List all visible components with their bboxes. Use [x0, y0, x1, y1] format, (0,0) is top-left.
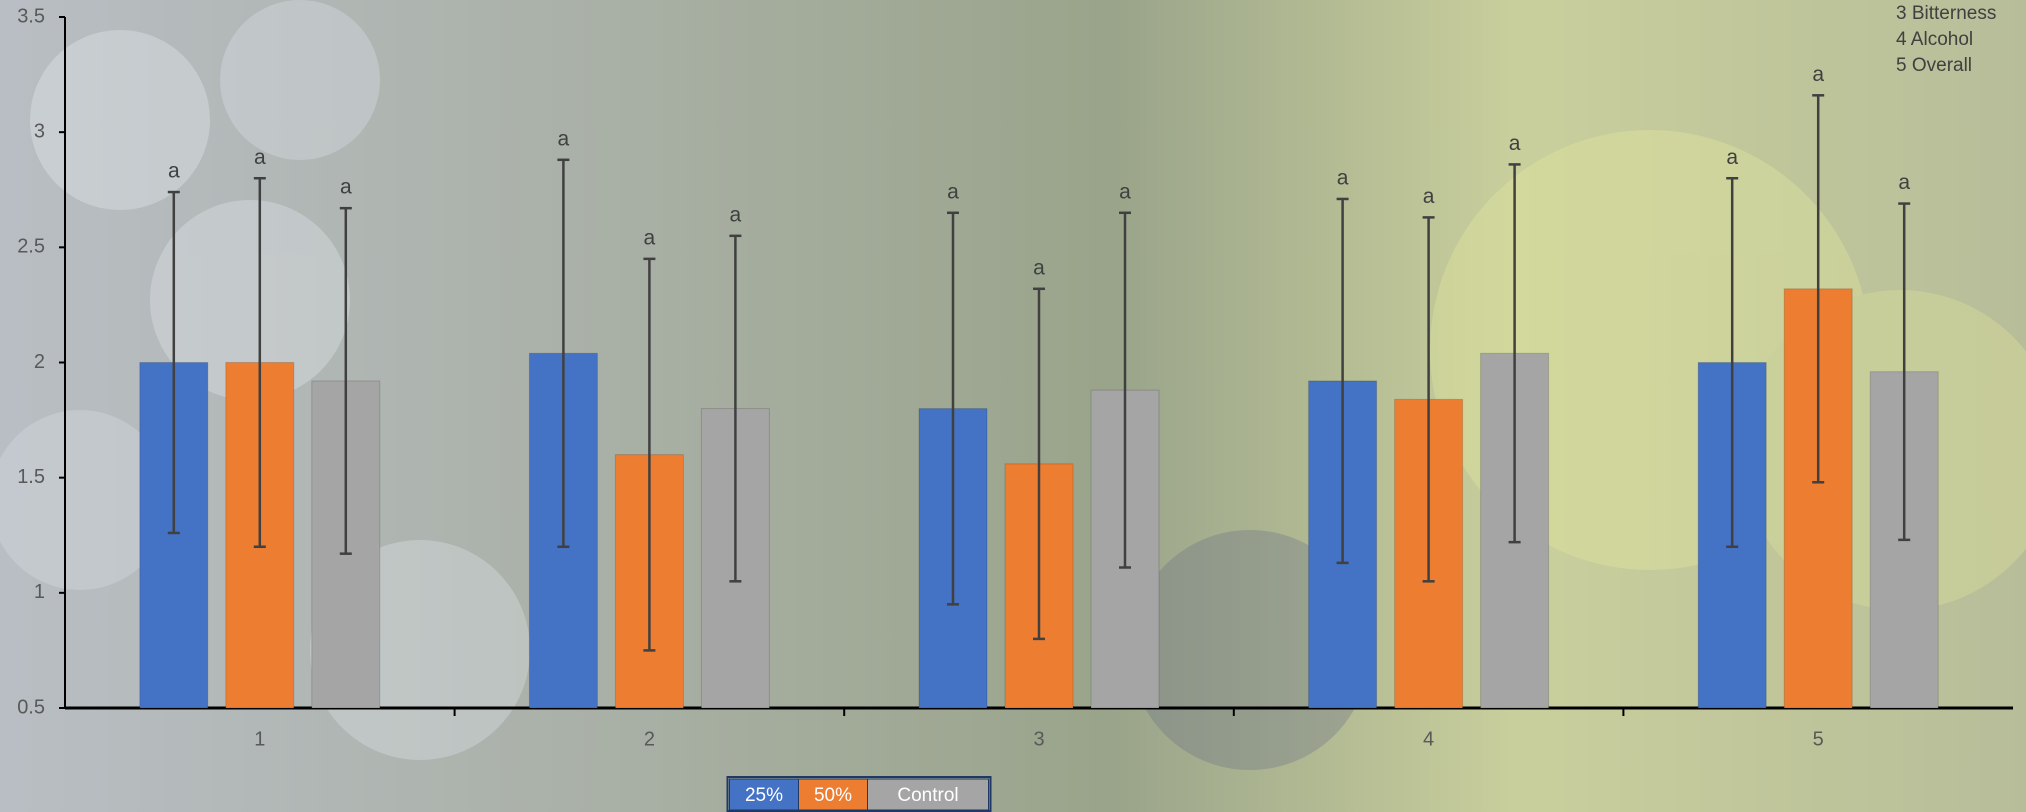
x-tick-label: 2: [644, 728, 655, 750]
annotation: 3 Bitterness: [1896, 3, 1996, 24]
error-bar: [339, 206, 352, 555]
legend-label: 25%: [745, 785, 783, 806]
significance-letter: a: [947, 180, 959, 203]
annotation: 5 Overall: [1896, 55, 1972, 76]
y-tick-label: 3.5: [17, 5, 45, 27]
x-tick-label: 5: [1813, 728, 1824, 750]
error-bar: [1812, 94, 1825, 484]
significance-letter: a: [1119, 180, 1131, 203]
error-bar: [1033, 287, 1045, 641]
error-bar: [1119, 211, 1131, 569]
significance-letter: a: [254, 146, 266, 169]
error-bar: [253, 176, 266, 549]
significance-letter: a: [644, 226, 656, 249]
legend-label: 50%: [814, 785, 852, 806]
significance-letter: a: [730, 203, 742, 226]
significance-letter: a: [1033, 256, 1045, 279]
error-bar: [167, 190, 180, 535]
error-bar: [643, 257, 656, 652]
significance-letter: a: [558, 127, 570, 150]
legend-frame: [726, 776, 992, 812]
error-bar: [1508, 163, 1521, 544]
annotations: 3 Bitterness 4 Alcohol 5 Overall: [1896, 3, 1996, 76]
annotation: 4 Alcohol: [1896, 29, 1973, 50]
legend-swatch: [798, 778, 868, 811]
significance-letter: a: [1509, 132, 1521, 155]
significance-letter: a: [1898, 171, 1910, 194]
significance-letter: a: [1812, 63, 1824, 86]
error-bar: [947, 211, 959, 606]
significance-letter: a: [1726, 146, 1738, 169]
error-bar: [1898, 202, 1911, 542]
y-tick-label: 0.5: [17, 696, 45, 718]
y-tick-label: 3: [34, 120, 45, 142]
error-bar: [557, 158, 570, 549]
significance-letter: a: [168, 160, 180, 183]
significance-letter: a: [1337, 167, 1349, 190]
y-tick-label: 1.5: [17, 466, 45, 488]
y-tick-label: 1: [34, 581, 45, 603]
x-tick-label: 3: [1033, 728, 1044, 750]
legend-label: Control: [897, 785, 958, 806]
legend: 25% 50% Control: [726, 776, 992, 812]
significance-letter: a: [340, 176, 352, 199]
x-tick-label: 1: [254, 728, 265, 750]
error-bar: [1336, 197, 1349, 565]
significance-letter: a: [1423, 185, 1435, 208]
legend-swatch: [867, 778, 989, 811]
error-bar: [1422, 216, 1435, 583]
x-tick-label: 4: [1423, 728, 1434, 750]
y-tick-label: 2: [34, 351, 45, 373]
error-bar: [1726, 176, 1739, 549]
legend-swatch: [729, 778, 799, 811]
error-bar: [729, 234, 742, 583]
y-tick-label: 2.5: [17, 236, 45, 258]
